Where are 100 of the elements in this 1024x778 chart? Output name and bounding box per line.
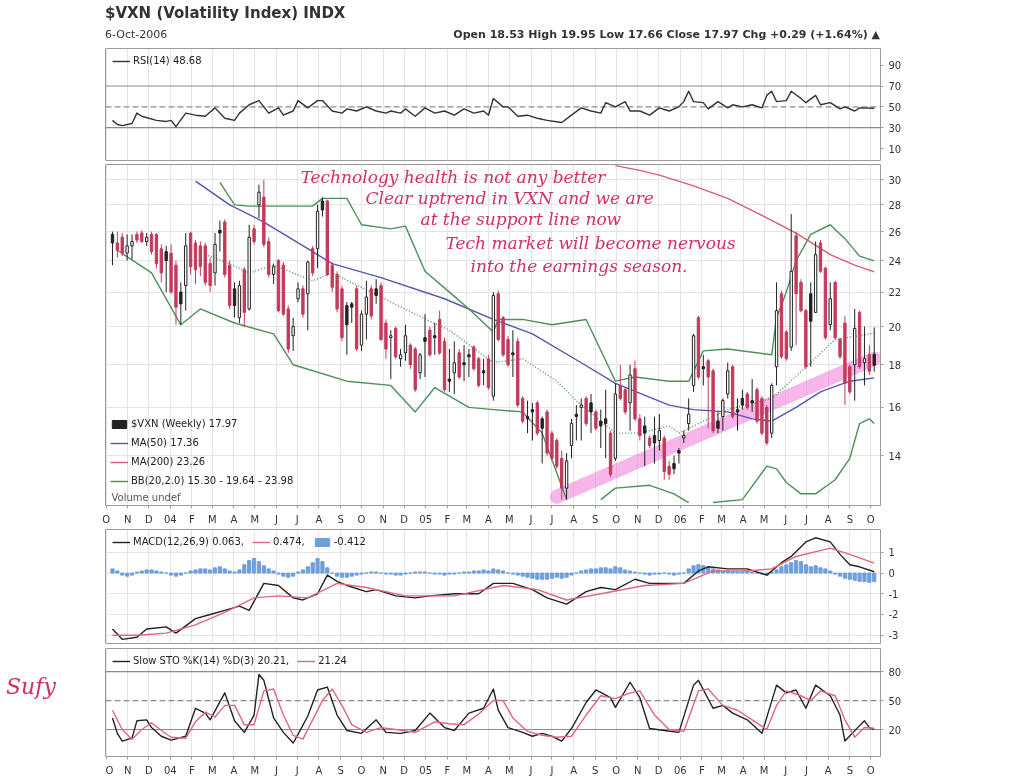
x-tick-label: N bbox=[379, 764, 387, 776]
x-tick-label: S bbox=[846, 513, 853, 525]
x-tick-label: O bbox=[866, 513, 875, 525]
text: Sufy bbox=[6, 673, 56, 701]
y-tick-label: 16 bbox=[888, 402, 902, 414]
x-tick-label: M bbox=[462, 513, 472, 525]
x-tick-label: J bbox=[294, 513, 299, 525]
x-tick-label: F bbox=[699, 764, 706, 776]
x-tick-label: M bbox=[717, 513, 726, 525]
x-tick-label: F bbox=[444, 764, 451, 776]
x-tick-label: A bbox=[230, 764, 238, 776]
annotation: Clear uptrend in VXN and we are bbox=[365, 187, 654, 208]
x-tick-label: O bbox=[102, 513, 111, 525]
legend-label: MA(50) 17.36 bbox=[131, 437, 199, 448]
x-tick-label: S bbox=[592, 764, 599, 776]
y-tick-label: 18 bbox=[888, 359, 902, 371]
x-tick-label: S bbox=[337, 764, 344, 776]
x-tick-label: S bbox=[337, 513, 344, 525]
x-tick-label: A bbox=[485, 513, 493, 525]
x-tick-label: F bbox=[189, 513, 196, 525]
y-tick-label: 24 bbox=[888, 255, 902, 267]
x-tick-label: O bbox=[357, 513, 366, 525]
legend-label: Slow STO %K(14) %D(3) 20.21, bbox=[133, 655, 290, 666]
x-tick-label: M bbox=[462, 764, 472, 776]
x-tick-label: O bbox=[612, 513, 621, 525]
legend-label: MA(200) 23.26 bbox=[131, 456, 206, 467]
y-tick-label: -1 bbox=[888, 588, 899, 600]
x-tick-label: A bbox=[570, 513, 578, 525]
text: Open 18.53 High 19.95 Low 17.66 Close 17.97 Chg +0.29 (+1.64%) ▲ bbox=[453, 27, 880, 43]
x-tick-label: A bbox=[570, 764, 578, 776]
x-tick-label: A bbox=[739, 513, 747, 525]
x-tick-label: J bbox=[549, 513, 554, 525]
x-tick-label: 06 bbox=[673, 764, 687, 776]
x-tick-label: 05 bbox=[419, 764, 433, 776]
x-tick-label: O bbox=[866, 764, 875, 776]
legend-label: MACD(12,26,9) 0.063, bbox=[133, 536, 244, 547]
y-tick-label: 10 bbox=[888, 143, 902, 155]
x-tick-label: A bbox=[315, 513, 323, 525]
y-tick-label: 28 bbox=[888, 199, 902, 211]
x-tick-label: A bbox=[315, 764, 323, 776]
x-tick-label: M bbox=[207, 764, 217, 776]
x-tick-label: J bbox=[273, 513, 278, 525]
x-tick-label: M bbox=[250, 513, 260, 525]
y-tick-label: 20 bbox=[888, 724, 902, 736]
x-tick-label: M bbox=[505, 513, 514, 525]
x-tick-label: M bbox=[759, 513, 769, 525]
y-tick-label: -2 bbox=[888, 609, 899, 621]
x-tick-label: J bbox=[804, 513, 809, 525]
x-tick-label: A bbox=[739, 764, 747, 776]
y-tick-label: 22 bbox=[888, 287, 902, 299]
x-tick-label: F bbox=[699, 513, 706, 525]
annotation: Volume undef bbox=[111, 491, 182, 503]
x-tick-label: J bbox=[804, 764, 809, 776]
y-tick-label: -3 bbox=[888, 630, 899, 642]
x-tick-label: M bbox=[207, 513, 217, 525]
annotation: into the earnings season. bbox=[470, 255, 688, 276]
y-tick-label: 30 bbox=[888, 122, 902, 134]
x-tick-label: D bbox=[144, 764, 153, 776]
y-tick-label: 1 bbox=[888, 547, 895, 559]
annotation: Tech market will become nervous bbox=[445, 232, 736, 253]
y-tick-label: 26 bbox=[888, 226, 902, 238]
x-tick-label: N bbox=[634, 513, 642, 525]
x-tick-label: N bbox=[634, 764, 642, 776]
x-tick-label: F bbox=[444, 513, 451, 525]
legend-label: 21.24 bbox=[318, 655, 347, 666]
y-tick-label: 70 bbox=[888, 81, 902, 93]
x-tick-label: 06 bbox=[673, 513, 687, 525]
x-tick-label: A bbox=[824, 764, 832, 776]
x-tick-label: S bbox=[592, 513, 599, 525]
y-tick-label: 20 bbox=[888, 321, 902, 333]
y-tick-label: 50 bbox=[888, 101, 902, 113]
y-tick-label: 0 bbox=[888, 568, 895, 580]
y-tick-label: 80 bbox=[888, 666, 902, 678]
x-tick-label: M bbox=[717, 764, 726, 776]
legend-label: -0.412 bbox=[333, 536, 366, 547]
x-tick-label: D bbox=[144, 513, 153, 525]
x-tick-label: J bbox=[528, 513, 533, 525]
x-tick-label: M bbox=[250, 764, 260, 776]
x-tick-label: D bbox=[400, 513, 409, 525]
x-tick-label: D bbox=[654, 513, 663, 525]
x-tick-label: N bbox=[379, 513, 387, 525]
x-tick-label: D bbox=[400, 764, 409, 776]
x-tick-label: N bbox=[124, 764, 132, 776]
x-tick-label: O bbox=[612, 764, 621, 776]
x-tick-label: 04 bbox=[164, 513, 177, 525]
x-tick-label: J bbox=[273, 764, 278, 776]
legend-label: BB(20,2.0) 15.30 - 19.64 - 23.98 bbox=[131, 475, 294, 486]
legend-label: RSI(14) 48.68 bbox=[133, 55, 202, 66]
x-tick-label: J bbox=[549, 764, 554, 776]
legend-label: $VXN (Weekly) 17.97 bbox=[131, 418, 238, 429]
x-tick-label: O bbox=[105, 764, 114, 776]
x-tick-label: M bbox=[759, 764, 769, 776]
chart-subtitle: 6-Oct-2006 bbox=[105, 27, 168, 43]
x-tick-label: J bbox=[783, 513, 788, 525]
legend-label: 0.474, bbox=[272, 536, 305, 547]
x-tick-label: A bbox=[230, 513, 238, 525]
x-tick-label: D bbox=[654, 764, 663, 776]
x-tick-label: 05 bbox=[419, 513, 433, 525]
x-tick-label: N bbox=[124, 513, 132, 525]
annotation: at the support line now bbox=[420, 208, 622, 229]
